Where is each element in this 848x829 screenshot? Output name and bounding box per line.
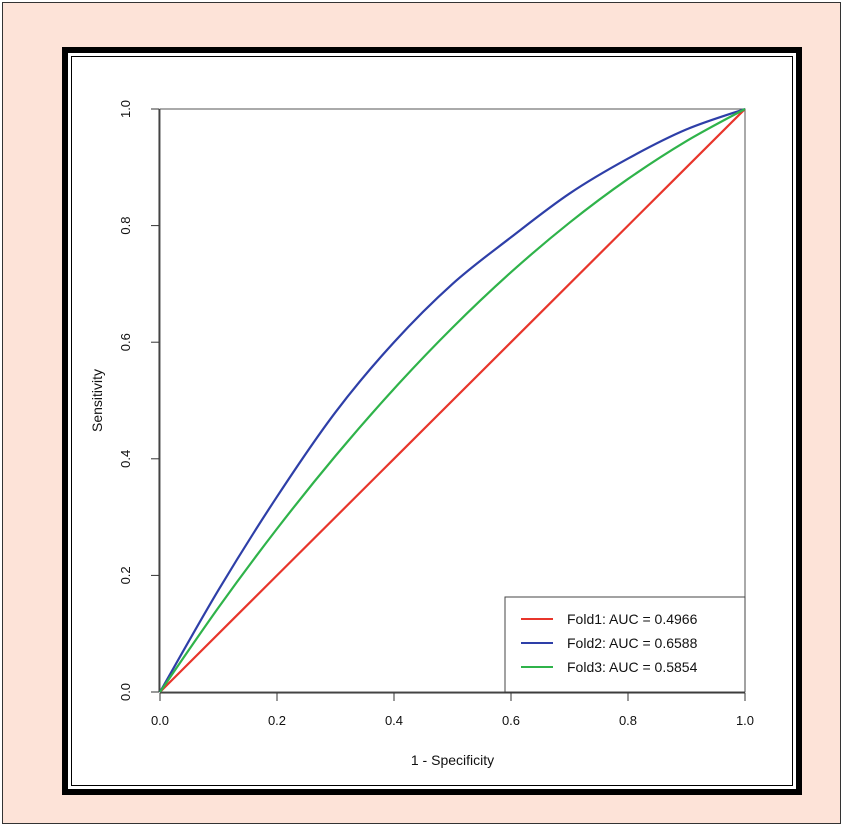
x-axis: 0.0 0.2 0.4 0.6 0.8 1.0: [151, 692, 754, 728]
x-tick-label: 0.8: [619, 713, 637, 728]
x-tick-label: 0.2: [268, 713, 286, 728]
x-tick-label: 0.0: [151, 713, 169, 728]
y-tick-label: 1.0: [118, 100, 133, 118]
y-tick-label: 0.2: [118, 566, 133, 584]
series-line-fold1: [159, 108, 746, 693]
legend-label-fold2: Fold2: AUC = 0.6588: [567, 635, 698, 651]
y-tick-label: 0.8: [118, 217, 133, 235]
series-line-fold2: [159, 107, 746, 693]
x-axis-title: 1 - Specificity: [411, 752, 494, 768]
x-tick-label: 0.4: [385, 713, 403, 728]
legend: Fold1: AUC = 0.4966 Fold2: AUC = 0.6588 …: [504, 596, 746, 693]
y-tick-label: 0.6: [118, 333, 133, 351]
y-axis: 0.0 0.2 0.4 0.6 0.8 1.0: [118, 100, 160, 701]
legend-label-fold1: Fold1: AUC = 0.4966: [567, 611, 698, 627]
y-tick-label: 0.4: [118, 450, 133, 468]
series-layer: [159, 107, 746, 693]
plot-area-border: [159, 108, 746, 693]
y-tick-label: 0.0: [118, 683, 133, 701]
x-tick-label: 1.0: [736, 713, 754, 728]
x-tick-label: 0.6: [502, 713, 520, 728]
legend-label-fold3: Fold3: AUC = 0.5854: [567, 659, 698, 675]
legend-box: [504, 596, 746, 693]
series-line-fold3: [159, 108, 746, 693]
y-axis-title: Sensitivity: [89, 369, 105, 432]
